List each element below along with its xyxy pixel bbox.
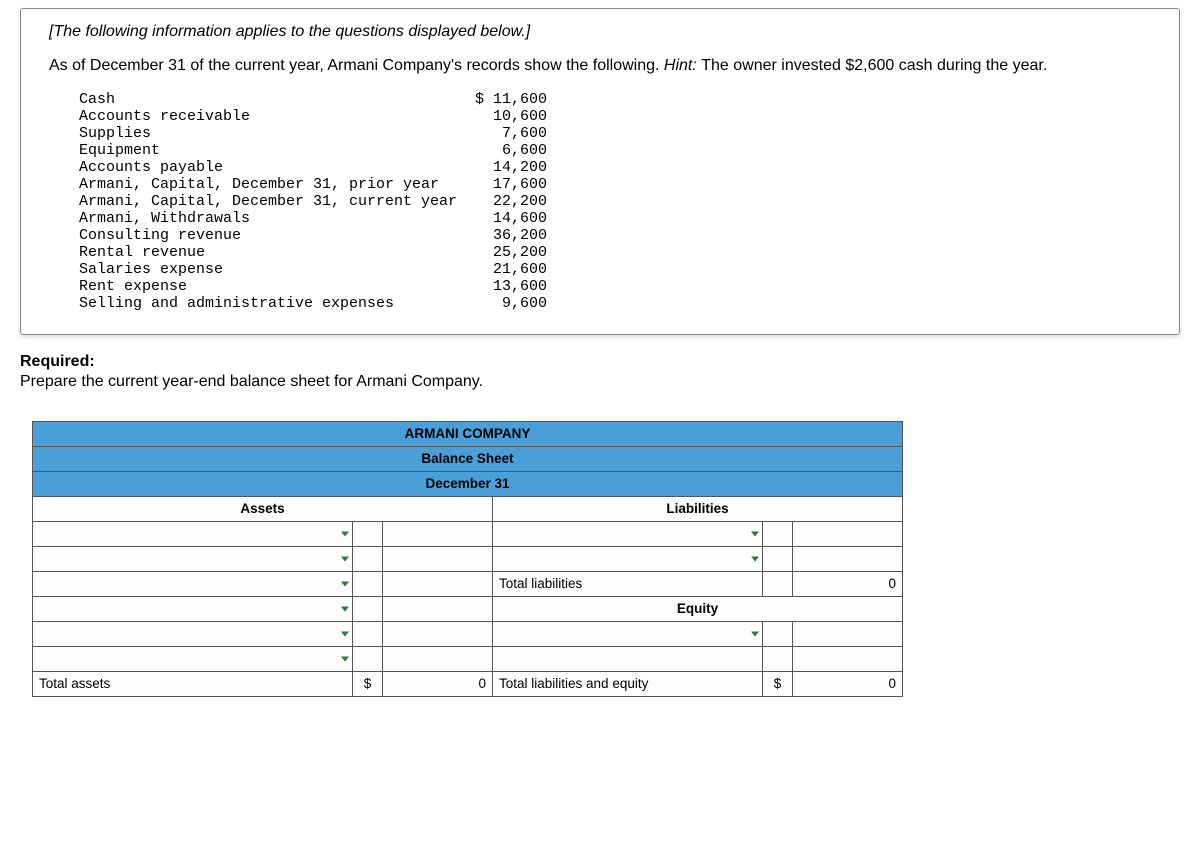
record-value: 14,600 [463,210,553,227]
asset-desc-input-5[interactable] [33,621,353,646]
asset-amt-input-3[interactable] [383,571,493,596]
required-title: Required: [20,353,1180,371]
equity-blank-row [493,646,763,671]
record-row: Salaries expense21,600 [73,261,553,278]
balance-sheet-wrap: ARMANI COMPANY Balance Sheet December 31… [32,421,1200,697]
record-row: Accounts payable14,200 [73,159,553,176]
record-value: 10,600 [463,108,553,125]
total-liab-cur [763,571,793,596]
record-label: Cash [73,91,463,108]
record-value: 6,600 [463,142,553,159]
record-label: Armani, Withdrawals [73,210,463,227]
record-row: Consulting revenue36,200 [73,227,553,244]
bs-header-company: ARMANI COMPANY [33,421,903,446]
equity-amt-blank [793,646,903,671]
liab-desc-input-2[interactable] [493,546,763,571]
asset-desc-input-6[interactable] [33,646,353,671]
equity-cur-1 [763,621,793,646]
required-text: Prepare the current year-end balance she… [20,373,1180,391]
record-label: Salaries expense [73,261,463,278]
asset-desc-input-1[interactable] [33,521,353,546]
asset-cur-4 [353,596,383,621]
record-row: Armani, Withdrawals14,600 [73,210,553,227]
record-label: Accounts payable [73,159,463,176]
asset-cur-6 [353,646,383,671]
liab-amt-input-1[interactable] [793,521,903,546]
total-liabilities-value: 0 [793,571,903,596]
liab-cur-1 [763,521,793,546]
record-label: Armani, Capital, December 31, current ye… [73,193,463,210]
record-row: Supplies7,600 [73,125,553,142]
record-value: 21,600 [463,261,553,278]
records-table: Cash$ 11,600Accounts receivable10,600Sup… [73,91,553,312]
total-assets-value: 0 [383,671,493,696]
asset-amt-input-4[interactable] [383,596,493,621]
liab-amt-input-2[interactable] [793,546,903,571]
record-label: Consulting revenue [73,227,463,244]
record-value: 9,600 [463,295,553,312]
hint-label: Hint: [664,57,701,74]
record-label: Equipment [73,142,463,159]
record-row: Rent expense13,600 [73,278,553,295]
asset-amt-input-2[interactable] [383,546,493,571]
total-assets-label: Total assets [33,671,353,696]
bs-header-date: December 31 [33,471,903,496]
total-assets-cur: $ [353,671,383,696]
asset-desc-input-4[interactable] [33,596,353,621]
required-block: Required: Prepare the current year-end b… [20,353,1180,391]
hint-rest: The owner invested $2,600 cash during th… [701,57,1047,74]
record-label: Supplies [73,125,463,142]
asset-cur-5 [353,621,383,646]
intro-prefix: As of December 31 of the current year, A… [49,57,664,74]
page-root: [The following information applies to th… [0,8,1200,861]
record-row: Rental revenue25,200 [73,244,553,261]
record-label: Armani, Capital, December 31, prior year [73,176,463,193]
equity-section-label: Equity [493,596,903,621]
equity-cur-blank [763,646,793,671]
balance-sheet-table: ARMANI COMPANY Balance Sheet December 31… [32,421,903,697]
italic-note: [The following information applies to th… [49,23,1151,41]
record-row: Accounts receivable10,600 [73,108,553,125]
liab-cur-2 [763,546,793,571]
record-label: Rental revenue [73,244,463,261]
record-row: Armani, Capital, December 31, current ye… [73,193,553,210]
record-row: Armani, Capital, December 31, prior year… [73,176,553,193]
total-liab-equity-cur: $ [763,671,793,696]
record-value: 25,200 [463,244,553,261]
bs-header-title: Balance Sheet [33,446,903,471]
total-liab-equity-value: 0 [793,671,903,696]
record-label: Accounts receivable [73,108,463,125]
record-row: Cash$ 11,600 [73,91,553,108]
asset-amt-input-1[interactable] [383,521,493,546]
total-liab-equity-label: Total liabilities and equity [493,671,763,696]
record-label: Selling and administrative expenses [73,295,463,312]
record-row: Equipment6,600 [73,142,553,159]
liabilities-section-label: Liabilities [493,496,903,521]
record-value: 13,600 [463,278,553,295]
equity-amt-input-1[interactable] [793,621,903,646]
asset-amt-input-5[interactable] [383,621,493,646]
record-value: 14,200 [463,159,553,176]
record-value: 36,200 [463,227,553,244]
record-value: 22,200 [463,193,553,210]
asset-cur-1 [353,521,383,546]
intro-text: As of December 31 of the current year, A… [49,55,1151,77]
asset-desc-input-3[interactable] [33,571,353,596]
record-value: 7,600 [463,125,553,142]
record-value: 17,600 [463,176,553,193]
record-label: Rent expense [73,278,463,295]
liab-desc-input-1[interactable] [493,521,763,546]
info-card: [The following information applies to th… [20,8,1180,335]
record-row: Selling and administrative expenses9,600 [73,295,553,312]
asset-amt-input-6[interactable] [383,646,493,671]
record-value: $ 11,600 [463,91,553,108]
asset-cur-2 [353,546,383,571]
assets-section-label: Assets [33,496,493,521]
asset-desc-input-2[interactable] [33,546,353,571]
total-liabilities-label: Total liabilities [493,571,763,596]
equity-desc-input-1[interactable] [493,621,763,646]
asset-cur-3 [353,571,383,596]
